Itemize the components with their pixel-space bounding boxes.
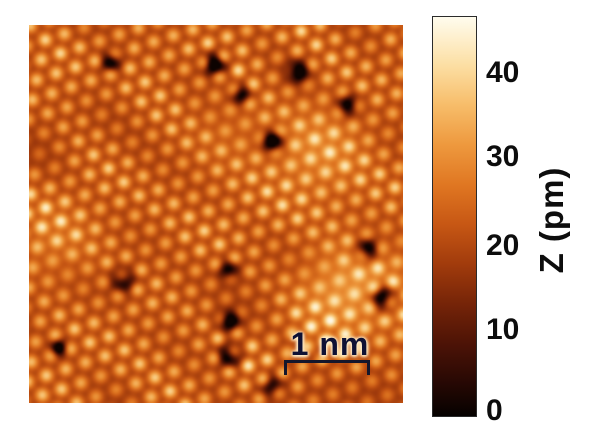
scale-bar-bracket [284, 360, 370, 375]
colorbar-tick-30: 30 [486, 140, 520, 173]
colorbar-tick-0: 0 [486, 394, 503, 427]
colorbar-tick-40: 40 [486, 56, 520, 89]
colorbar-axis-label: Z (pm) [533, 166, 570, 274]
stm-topograph-canvas [29, 25, 403, 403]
colorbar-tick-10: 10 [486, 313, 520, 346]
colorbar-tick-20: 20 [486, 229, 520, 262]
scale-bar-label: 1 nm [290, 326, 370, 362]
colorbar-gradient [432, 16, 477, 417]
